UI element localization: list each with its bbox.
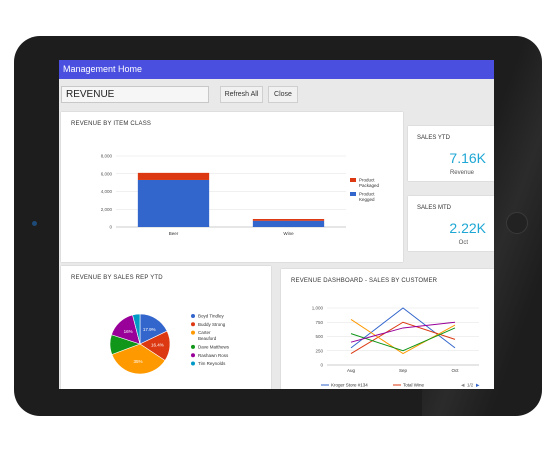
legend-label-line1: Product xyxy=(359,178,375,183)
sales-ytd-card[interactable]: SALES YTD 7.16K Revenue xyxy=(408,126,494,181)
legend-label: Tim Reynolds xyxy=(198,361,226,366)
pager-next-icon: ▶ xyxy=(476,383,480,388)
legend-label: Buddy Strong xyxy=(198,322,226,327)
camera-icon xyxy=(32,221,37,226)
kpi-value: 2.22K xyxy=(449,220,486,236)
card-title: REVENUE BY ITEM CLASS xyxy=(71,121,152,127)
x-tick-label: Beer xyxy=(169,231,179,236)
pie-slice-label: 35% xyxy=(134,359,143,364)
legend-label: Total Wine xyxy=(403,383,425,388)
toolbar: REVENUE Refresh All Close xyxy=(59,79,494,107)
kpi-sub: Oct xyxy=(458,240,468,246)
x-tick-label: Oct xyxy=(451,368,459,373)
pager-prev-icon: ◀ xyxy=(461,383,465,388)
pie-slice-label: 16% xyxy=(124,329,133,334)
sales-rep-card: REVENUE BY SALES REP YTD 17.9% 16.4% 35% 16… xyxy=(61,266,271,389)
app-title-bar: Management Home xyxy=(59,60,494,79)
legend-label-line1: Product xyxy=(359,192,375,197)
legend-label-line2: Packaged xyxy=(359,183,380,188)
legend-label: Boyd Tindley xyxy=(198,314,225,319)
card-title: REVENUE BY SALES REP YTD xyxy=(71,275,163,281)
pager-label: 1/2 xyxy=(467,383,474,388)
y-tick-label: 1,000 xyxy=(312,306,324,311)
item-class-card: REVENUE BY ITEM CLASS 0 2,000 4,000 6,000 8,… xyxy=(61,112,403,262)
series-line xyxy=(350,318,456,355)
y-tick-label: 250 xyxy=(315,348,323,353)
bar-segment xyxy=(252,219,325,221)
series-line xyxy=(350,321,456,343)
legend-label-line2: Kegged xyxy=(359,197,375,202)
legend-label: Rashawn Ross xyxy=(198,353,229,358)
customer-card: REVENUE DASHBOARD - SALES BY CUSTOMER 0 2… xyxy=(281,269,494,389)
refresh-all-button[interactable]: Refresh All xyxy=(220,86,263,103)
x-tick-label: Sep xyxy=(399,368,408,373)
y-tick-label: 6,000 xyxy=(101,171,113,176)
home-button[interactable] xyxy=(506,212,528,234)
sales-mtd-card[interactable]: SALES MTD 2.22K Oct xyxy=(408,196,494,251)
y-tick-label: 8,000 xyxy=(101,154,113,159)
pie-slice-label: 16.4% xyxy=(151,343,164,348)
legend-dot xyxy=(191,314,195,318)
y-tick-label: 0 xyxy=(109,225,112,230)
x-tick-label: Aug xyxy=(347,368,356,373)
line-chart: 0 250 500 750 1,000 Aug Sep Oct Kroger Store #13… xyxy=(312,306,480,388)
legend-label-cont: Beauford xyxy=(198,336,217,341)
legend-swatch xyxy=(350,178,356,182)
y-tick-label: 4,000 xyxy=(101,189,113,194)
legend-dot xyxy=(191,322,195,327)
app-title: Management Home xyxy=(63,64,143,74)
card-title: REVENUE DASHBOARD - SALES BY CUSTOMER xyxy=(291,278,438,284)
legend-dot xyxy=(191,330,195,335)
legend-label: Kroger Store #134 xyxy=(331,383,368,388)
legend-label: Dave Matthews xyxy=(198,345,230,350)
x-tick-label: Wine xyxy=(283,231,294,236)
kpi-sub: Revenue xyxy=(449,170,474,176)
bar-segment xyxy=(137,172,210,180)
legend-swatch xyxy=(350,192,356,196)
y-tick-label: 2,000 xyxy=(101,207,113,212)
series-line xyxy=(350,321,456,355)
y-tick-label: 750 xyxy=(315,320,323,325)
y-tick-label: 500 xyxy=(315,334,323,339)
kpi-title: SALES MTD xyxy=(417,205,452,211)
y-tick-label: 0 xyxy=(320,363,323,368)
screen: Management Home REVENUE Refresh All Clos… xyxy=(59,60,494,389)
bar-segment xyxy=(137,179,210,227)
legend-dot xyxy=(191,344,195,349)
legend-dot xyxy=(191,353,195,358)
bar-segment xyxy=(252,220,325,227)
kpi-title: SALES YTD xyxy=(417,135,450,141)
legend-label: Carter xyxy=(198,330,211,335)
pie-slice xyxy=(111,343,166,375)
pie-slice xyxy=(132,313,141,345)
kpi-value: 7.16K xyxy=(449,150,486,166)
series-line xyxy=(350,327,456,352)
pie-slice-label: 17.9% xyxy=(143,327,156,332)
close-button[interactable]: Close xyxy=(268,86,298,103)
legend-dot xyxy=(191,361,195,366)
search-input[interactable]: REVENUE xyxy=(61,86,209,103)
pie-chart: 17.9% 16.4% 35% 16% Boyd Tindley Buddy Strong… xyxy=(109,313,230,375)
